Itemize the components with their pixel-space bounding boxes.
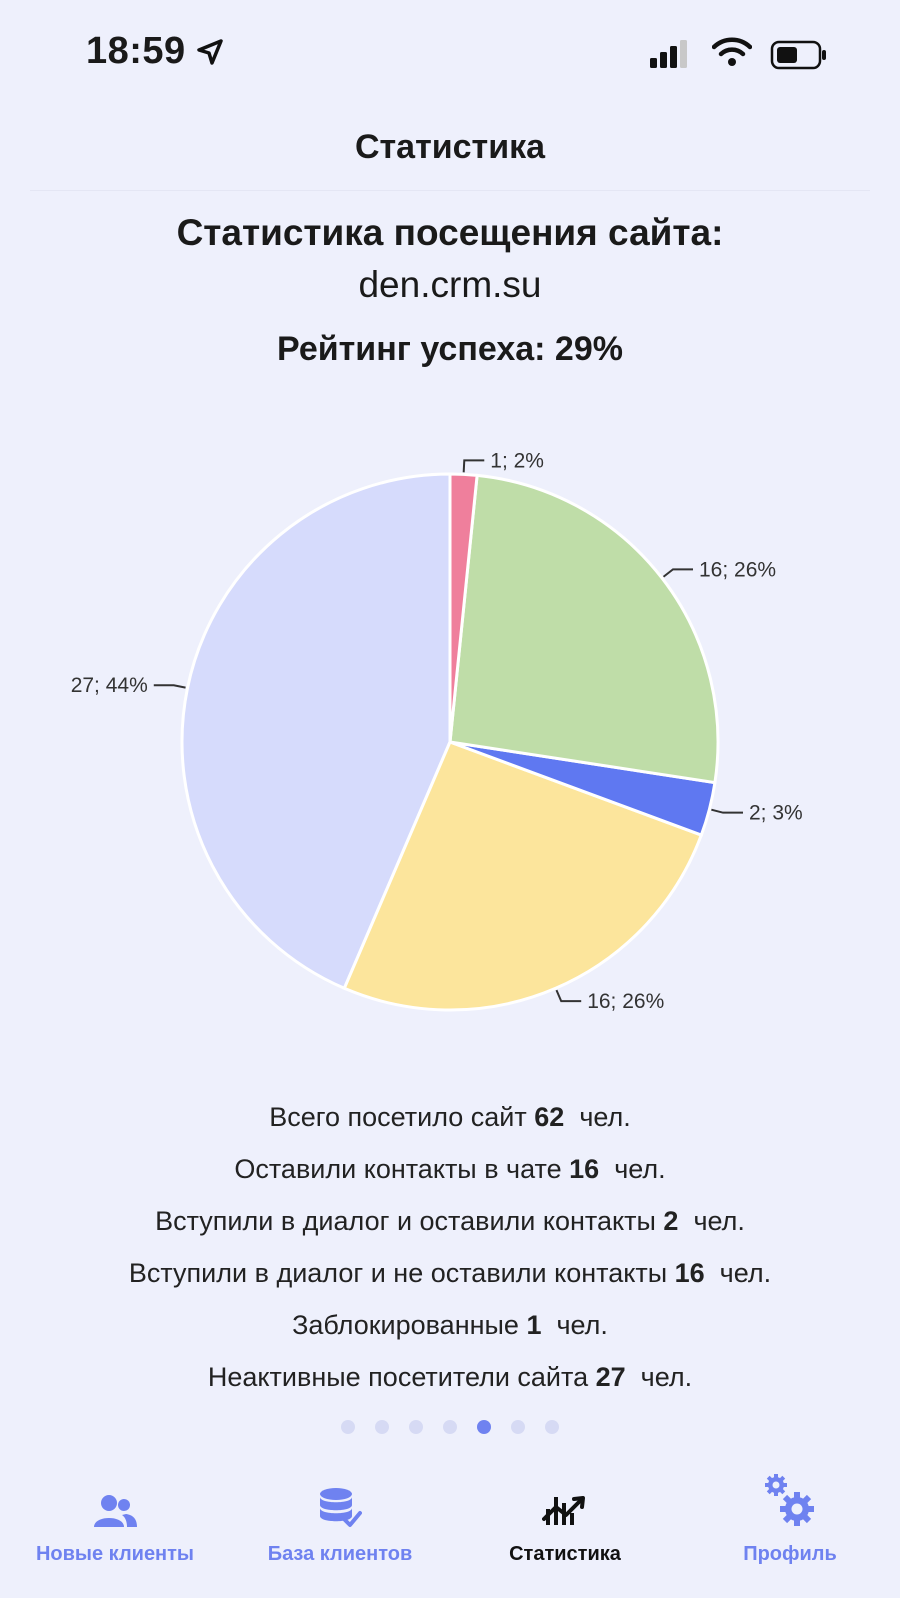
pager-dot[interactable]	[511, 1420, 525, 1434]
gears-icon	[763, 1473, 817, 1529]
stat-unit: чел.	[599, 1154, 665, 1184]
pie-slice-label: 16; 26%	[587, 990, 664, 1013]
pager-dot[interactable]	[477, 1420, 491, 1434]
bottom-tab-bar: Новые клиенты База клиентов Статистика	[0, 1465, 900, 1598]
location-arrow-icon	[196, 38, 224, 66]
tab-label: Профиль	[680, 1543, 900, 1566]
stat-label: Заблокированные	[292, 1310, 526, 1340]
page-title: Статистика	[30, 128, 870, 167]
stat-value: 16	[569, 1154, 599, 1184]
pie-slice-label: 16; 26%	[699, 558, 776, 581]
chart-icon	[542, 1489, 588, 1529]
pager-dot[interactable]	[341, 1420, 355, 1434]
site-domain: den.crm.su	[0, 264, 900, 306]
pie-leader-line	[664, 569, 693, 576]
tab-client-base[interactable]: База клиентов	[230, 1465, 450, 1566]
nav-header: Статистика	[30, 110, 870, 191]
tab-label: Статистика	[455, 1543, 675, 1566]
stat-label: Вступили в диалог и оставили контакты	[155, 1206, 663, 1236]
pie-leader-line	[556, 990, 581, 1001]
wifi-icon	[712, 37, 752, 67]
pie-slice-label: 1; 2%	[490, 449, 544, 472]
tab-label: Новые клиенты	[5, 1543, 225, 1566]
cellular-signal-icon	[650, 40, 692, 68]
tab-statistics[interactable]: Статистика	[455, 1465, 675, 1566]
pager-dot[interactable]	[443, 1420, 457, 1434]
pie-leader-line	[464, 460, 485, 472]
pie-leader-line	[711, 810, 743, 813]
pie-slice	[450, 475, 718, 782]
tab-profile[interactable]: Профиль	[680, 1465, 900, 1566]
stat-label: Вступили в диалог и не оставили контакты	[129, 1258, 675, 1288]
stat-value: 2	[663, 1206, 678, 1236]
stat-value: 62	[534, 1102, 564, 1132]
stat-unit: чел.	[678, 1206, 744, 1236]
battery-icon	[770, 40, 828, 70]
stat-line: Вступили в диалог и оставили контакты 2 …	[0, 1199, 900, 1251]
database-icon	[318, 1487, 362, 1529]
pager-dot[interactable]	[375, 1420, 389, 1434]
stat-value: 1	[526, 1310, 541, 1340]
stat-value: 16	[675, 1258, 705, 1288]
tab-new-clients[interactable]: Новые клиенты	[5, 1465, 225, 1566]
pager-dot[interactable]	[409, 1420, 423, 1434]
tab-label: База клиентов	[230, 1543, 450, 1566]
pie-slice-label: 27; 44%	[71, 674, 148, 697]
pie-slice-label: 2; 3%	[749, 802, 803, 825]
pie-chart: 27; 44% 16; 26% 2; 3% 16; 26% 1; 2%	[0, 440, 900, 1040]
pie-leader-line	[154, 685, 186, 687]
status-time: 18:59	[86, 30, 186, 73]
users-icon	[92, 1493, 138, 1529]
stat-value: 27	[596, 1362, 626, 1392]
stat-line: Заблокированные 1 чел.	[0, 1303, 900, 1355]
success-rating: Рейтинг успеха: 29%	[0, 330, 900, 369]
stats-list: Всего посетило сайт 62 чел. Оставили конт…	[0, 1095, 900, 1407]
stat-unit: чел.	[626, 1362, 692, 1392]
stat-line: Вступили в диалог и не оставили контакты…	[0, 1251, 900, 1303]
pager-dots[interactable]	[0, 1420, 900, 1439]
stat-label: Неактивные посетители сайта	[208, 1362, 596, 1392]
status-bar: 18:59	[0, 0, 900, 110]
pager-dot[interactable]	[545, 1420, 559, 1434]
stat-label: Всего посетило сайт	[269, 1102, 534, 1132]
stat-unit: чел.	[705, 1258, 771, 1288]
stat-line: Оставили контакты в чате 16 чел.	[0, 1147, 900, 1199]
stat-unit: чел.	[541, 1310, 607, 1340]
stat-unit: чел.	[564, 1102, 630, 1132]
stat-line: Неактивные посетители сайта 27 чел.	[0, 1355, 900, 1407]
stat-line: Всего посетило сайт 62 чел.	[0, 1095, 900, 1147]
stat-label: Оставили контакты в чате	[234, 1154, 569, 1184]
stats-heading: Статистика посещения сайта:	[0, 212, 900, 254]
